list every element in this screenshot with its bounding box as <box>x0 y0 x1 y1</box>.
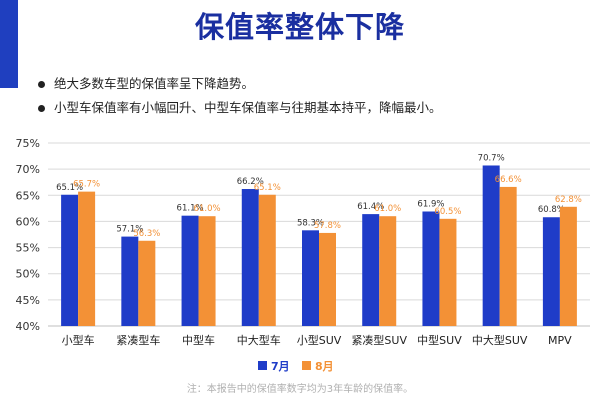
bar-jul <box>362 214 380 326</box>
bar-jul <box>422 211 440 326</box>
x-tick-label: 中大型车 <box>237 333 281 347</box>
bar-jul <box>542 217 560 326</box>
data-label: 57.8% <box>314 221 341 231</box>
data-label: 60.5% <box>434 207 461 217</box>
data-label: 60.8% <box>538 205 565 215</box>
y-tick-label: 65% <box>16 189 40 202</box>
data-label: 70.7% <box>478 153 505 163</box>
legend-swatch <box>258 361 267 370</box>
bar-aug <box>138 240 156 326</box>
data-label: 66.6% <box>495 175 522 185</box>
bar-jul <box>181 215 199 326</box>
bar-aug <box>559 206 577 326</box>
x-tick-label: 紧凑型SUV <box>351 333 407 347</box>
x-tick-label: 中大型SUV <box>472 333 528 347</box>
y-tick-label: 50% <box>16 268 40 281</box>
bar-jul <box>61 194 79 326</box>
x-tick-label: 小型车 <box>62 333 95 347</box>
bar-chart: 40%45%50%55%60%65%70%75%65.1%65.7%小型车57.… <box>16 137 590 373</box>
data-label: 65.7% <box>73 180 100 190</box>
bar-aug <box>379 216 397 326</box>
y-tick-label: 60% <box>16 215 40 228</box>
legend-label: 8月 <box>315 360 334 373</box>
bar-aug <box>198 216 216 326</box>
bar-aug <box>499 186 517 326</box>
bar-jul <box>302 230 319 326</box>
data-label: 61.0% <box>194 204 221 214</box>
corner-accent <box>0 0 18 88</box>
data-label: 61.1% <box>177 204 204 214</box>
data-label: 57.1% <box>116 225 143 235</box>
y-tick-label: 75% <box>16 137 40 150</box>
data-label: 58.3% <box>297 218 324 228</box>
bar-aug <box>439 218 457 326</box>
y-tick-label: 45% <box>16 294 40 307</box>
bar-aug <box>258 194 276 326</box>
x-tick-label: 中型SUV <box>417 333 462 347</box>
x-tick-label: 小型SUV <box>297 333 342 347</box>
y-tick-label: 40% <box>16 320 40 333</box>
x-tick-label: MPV <box>548 334 572 347</box>
bar-jul <box>121 236 139 326</box>
bar-aug <box>319 232 336 326</box>
data-label: 61.0% <box>374 204 401 214</box>
y-tick-label: 55% <box>16 242 40 255</box>
data-label: 66.2% <box>237 177 264 187</box>
data-label: 65.1% <box>254 183 281 193</box>
x-tick-label: 紧凑型车 <box>116 333 160 347</box>
bullet-list: 绝大多数车型的保值率呈下降趋势。 小型车保值率有小幅回升、中型车保值率与往期基本… <box>38 72 442 120</box>
bar-jul <box>241 189 259 326</box>
x-tick-label: 中型车 <box>182 333 215 347</box>
bar-jul <box>482 165 500 326</box>
data-label: 62.8% <box>555 195 582 205</box>
legend-swatch <box>302 361 311 370</box>
bullet-item: 小型车保值率有小幅回升、中型车保值率与往期基本持平，降幅最小。 <box>38 96 442 120</box>
data-label: 56.3% <box>133 229 160 239</box>
footnote: 注：本报告中的保值率数字均为3年车龄的保值率。 <box>186 384 414 395</box>
data-label: 65.1% <box>56 183 83 193</box>
y-tick-label: 70% <box>16 163 40 176</box>
data-label: 61.4% <box>357 202 384 212</box>
data-label: 61.9% <box>417 199 444 209</box>
bullet-item: 绝大多数车型的保值率呈下降趋势。 <box>38 72 442 96</box>
page-title: 保值率整体下降 <box>194 10 405 44</box>
bar-aug <box>78 191 96 326</box>
legend-label: 7月 <box>271 360 290 373</box>
